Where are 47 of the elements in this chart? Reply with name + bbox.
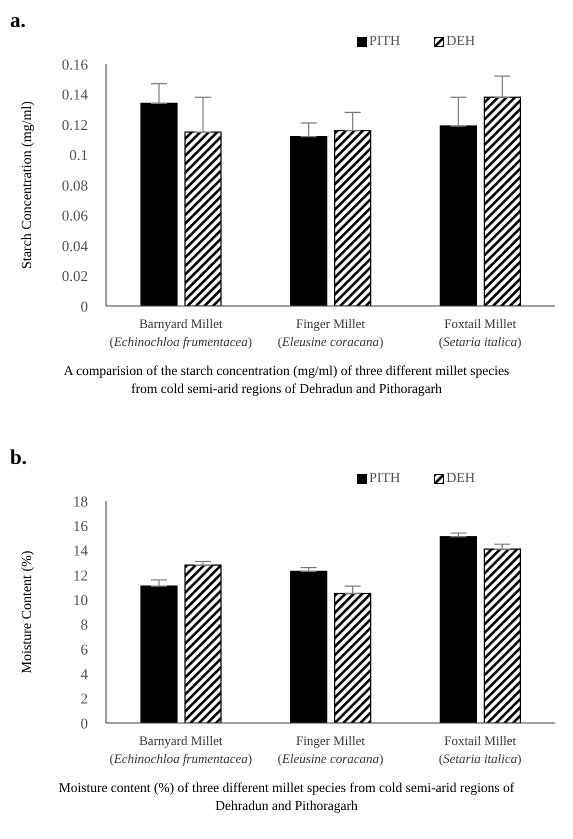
bar bbox=[484, 96, 521, 306]
bar bbox=[440, 536, 477, 724]
legend-label: DEH bbox=[445, 471, 475, 488]
category-label: Barnyard Millet (Echinochloa frumentacea) bbox=[110, 316, 252, 349]
legend-label: PITH bbox=[368, 471, 400, 488]
text: Moisture content (%) of three different millet species from cold semi-arid regions of Dehradun and Pithoragarh bbox=[58, 779, 516, 814]
y-tick-label: 0.12 bbox=[62, 118, 88, 134]
bar bbox=[290, 136, 328, 306]
bar bbox=[140, 586, 178, 724]
y-tick-label: 0.08 bbox=[62, 178, 88, 194]
x-tick-label: Finger Millet (Eleusine coracana) bbox=[278, 733, 384, 766]
legend-label: DEH bbox=[445, 34, 475, 50]
bar bbox=[334, 130, 372, 306]
y-tick-label: 18 bbox=[73, 494, 88, 510]
bar bbox=[184, 131, 222, 306]
y-tick-label: 8 bbox=[80, 618, 88, 634]
y-tick-label: 4 bbox=[80, 667, 88, 684]
chart-title: a. bbox=[10, 8, 27, 34]
bar bbox=[290, 570, 328, 724]
y-tick-label: 0.16 bbox=[62, 57, 88, 74]
chart-title: b. bbox=[10, 445, 28, 472]
bar bbox=[440, 125, 477, 306]
category-label: Barnyard Millet (Echinochloa frumentacea) bbox=[110, 733, 252, 766]
y-axis-title: Starch Concentration (mg/ml) bbox=[20, 100, 35, 269]
y-tick-label: 0.14 bbox=[62, 88, 88, 104]
x-tick-label: Finger Millet (Eleusine coracana) bbox=[278, 316, 384, 349]
y-tick-label: 2 bbox=[80, 692, 88, 708]
text: A comparision of the starch concentration (mg/ml) of three different millet species from cold semi-arid regions of Dehradun and Pithoragarh bbox=[62, 362, 510, 398]
y-tick-label: 0.02 bbox=[62, 269, 88, 286]
legend-label: PITH bbox=[368, 34, 400, 50]
y-tick-label: 0.06 bbox=[62, 208, 88, 225]
y-tick-label: 0 bbox=[80, 716, 88, 732]
y-axis-title: Moisture Content (%) bbox=[20, 550, 35, 674]
x-tick-label: Foxtail Millet (Setaria italica) bbox=[438, 316, 522, 349]
y-tick-label: 6 bbox=[80, 642, 88, 658]
bar bbox=[140, 102, 178, 306]
bar bbox=[334, 592, 372, 724]
y-tick-label: 12 bbox=[73, 568, 88, 584]
y-tick-label: 14 bbox=[73, 544, 88, 560]
y-tick-label: 10 bbox=[73, 593, 88, 610]
bar bbox=[184, 564, 222, 724]
bar bbox=[484, 548, 521, 724]
y-tick-label: 0 bbox=[80, 299, 88, 316]
y-tick-label: 0.04 bbox=[62, 238, 88, 255]
y-tick-label: 0.1 bbox=[69, 148, 88, 164]
x-tick-label: Foxtail Millet (Setaria italica) bbox=[438, 733, 522, 766]
y-tick-label: 16 bbox=[73, 519, 88, 536]
